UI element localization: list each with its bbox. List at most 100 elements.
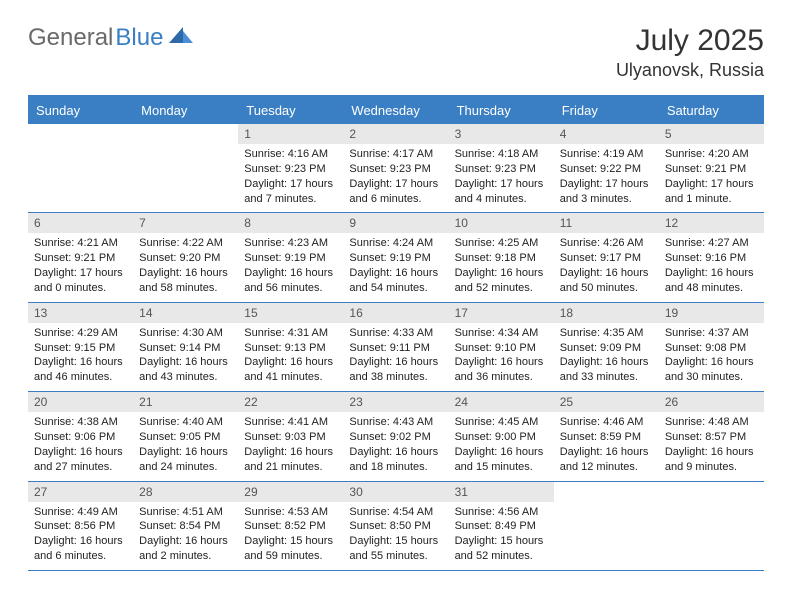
sunrise-text: Sunrise: 4:49 AM — [34, 505, 127, 520]
page: GeneralBlue July 2025 Ulyanovsk, Russia … — [0, 0, 792, 595]
day-body: Sunrise: 4:53 AMSunset: 8:52 PMDaylight:… — [238, 502, 343, 570]
day-number: 10 — [449, 213, 554, 233]
day-number: 15 — [238, 303, 343, 323]
day-body: Sunrise: 4:33 AMSunset: 9:11 PMDaylight:… — [343, 323, 448, 391]
day-body: Sunrise: 4:19 AMSunset: 9:22 PMDaylight:… — [554, 144, 659, 212]
daylight-text: Daylight: 16 hours and 48 minutes. — [665, 266, 758, 296]
sunset-text: Sunset: 9:21 PM — [665, 162, 758, 177]
day-body — [28, 130, 133, 139]
day-number: 4 — [554, 124, 659, 144]
sunset-text: Sunset: 9:14 PM — [139, 341, 232, 356]
daylight-text: Daylight: 17 hours and 1 minute. — [665, 177, 758, 207]
daylight-text: Daylight: 17 hours and 0 minutes. — [34, 266, 127, 296]
sunset-text: Sunset: 9:19 PM — [349, 251, 442, 266]
sunset-text: Sunset: 8:50 PM — [349, 519, 442, 534]
day-body — [554, 488, 659, 497]
day-number: 21 — [133, 392, 238, 412]
sunrise-text: Sunrise: 4:48 AM — [665, 415, 758, 430]
day-number: 1 — [238, 124, 343, 144]
daylight-text: Daylight: 16 hours and 43 minutes. — [139, 355, 232, 385]
daylight-text: Daylight: 16 hours and 52 minutes. — [455, 266, 548, 296]
day-body: Sunrise: 4:16 AMSunset: 9:23 PMDaylight:… — [238, 144, 343, 212]
day-body: Sunrise: 4:22 AMSunset: 9:20 PMDaylight:… — [133, 233, 238, 301]
daylight-text: Daylight: 16 hours and 54 minutes. — [349, 266, 442, 296]
day-body: Sunrise: 4:25 AMSunset: 9:18 PMDaylight:… — [449, 233, 554, 301]
sunrise-text: Sunrise: 4:54 AM — [349, 505, 442, 520]
sunrise-text: Sunrise: 4:23 AM — [244, 236, 337, 251]
day-body: Sunrise: 4:18 AMSunset: 9:23 PMDaylight:… — [449, 144, 554, 212]
week-row: 13Sunrise: 4:29 AMSunset: 9:15 PMDayligh… — [28, 303, 764, 392]
sunrise-text: Sunrise: 4:19 AM — [560, 147, 653, 162]
sunset-text: Sunset: 9:23 PM — [455, 162, 548, 177]
day-cell: 30Sunrise: 4:54 AMSunset: 8:50 PMDayligh… — [343, 482, 448, 570]
sunset-text: Sunset: 9:13 PM — [244, 341, 337, 356]
sunset-text: Sunset: 9:05 PM — [139, 430, 232, 445]
daylight-text: Daylight: 16 hours and 38 minutes. — [349, 355, 442, 385]
calendar: Sunday Monday Tuesday Wednesday Thursday… — [28, 95, 764, 571]
day-body: Sunrise: 4:45 AMSunset: 9:00 PMDaylight:… — [449, 412, 554, 480]
day-cell: 12Sunrise: 4:27 AMSunset: 9:16 PMDayligh… — [659, 213, 764, 301]
sunrise-text: Sunrise: 4:51 AM — [139, 505, 232, 520]
sunrise-text: Sunrise: 4:20 AM — [665, 147, 758, 162]
sunrise-text: Sunrise: 4:21 AM — [34, 236, 127, 251]
dow-monday: Monday — [133, 97, 238, 124]
daylight-text: Daylight: 16 hours and 9 minutes. — [665, 445, 758, 475]
day-cell: 18Sunrise: 4:35 AMSunset: 9:09 PMDayligh… — [554, 303, 659, 391]
daylight-text: Daylight: 16 hours and 27 minutes. — [34, 445, 127, 475]
sunrise-text: Sunrise: 4:16 AM — [244, 147, 337, 162]
daylight-text: Daylight: 17 hours and 6 minutes. — [349, 177, 442, 207]
day-cell: 21Sunrise: 4:40 AMSunset: 9:05 PMDayligh… — [133, 392, 238, 480]
day-body: Sunrise: 4:26 AMSunset: 9:17 PMDaylight:… — [554, 233, 659, 301]
day-number: 3 — [449, 124, 554, 144]
day-body: Sunrise: 4:54 AMSunset: 8:50 PMDaylight:… — [343, 502, 448, 570]
day-body: Sunrise: 4:30 AMSunset: 9:14 PMDaylight:… — [133, 323, 238, 391]
sunrise-text: Sunrise: 4:33 AM — [349, 326, 442, 341]
dow-friday: Friday — [554, 97, 659, 124]
sunset-text: Sunset: 9:17 PM — [560, 251, 653, 266]
sunrise-text: Sunrise: 4:35 AM — [560, 326, 653, 341]
sunrise-text: Sunrise: 4:27 AM — [665, 236, 758, 251]
daylight-text: Daylight: 16 hours and 36 minutes. — [455, 355, 548, 385]
day-cell: 3Sunrise: 4:18 AMSunset: 9:23 PMDaylight… — [449, 124, 554, 212]
day-body: Sunrise: 4:21 AMSunset: 9:21 PMDaylight:… — [28, 233, 133, 301]
day-number: 6 — [28, 213, 133, 233]
day-cell: 8Sunrise: 4:23 AMSunset: 9:19 PMDaylight… — [238, 213, 343, 301]
day-cell: 15Sunrise: 4:31 AMSunset: 9:13 PMDayligh… — [238, 303, 343, 391]
daylight-text: Daylight: 16 hours and 58 minutes. — [139, 266, 232, 296]
day-body: Sunrise: 4:38 AMSunset: 9:06 PMDaylight:… — [28, 412, 133, 480]
location: Ulyanovsk, Russia — [616, 60, 764, 81]
day-cell: 5Sunrise: 4:20 AMSunset: 9:21 PMDaylight… — [659, 124, 764, 212]
sunrise-text: Sunrise: 4:24 AM — [349, 236, 442, 251]
daylight-text: Daylight: 16 hours and 30 minutes. — [665, 355, 758, 385]
day-number: 27 — [28, 482, 133, 502]
sunrise-text: Sunrise: 4:38 AM — [34, 415, 127, 430]
day-number: 16 — [343, 303, 448, 323]
day-cell: 2Sunrise: 4:17 AMSunset: 9:23 PMDaylight… — [343, 124, 448, 212]
daylight-text: Daylight: 16 hours and 41 minutes. — [244, 355, 337, 385]
day-number: 2 — [343, 124, 448, 144]
daylight-text: Daylight: 16 hours and 12 minutes. — [560, 445, 653, 475]
day-number: 13 — [28, 303, 133, 323]
dow-saturday: Saturday — [659, 97, 764, 124]
sunset-text: Sunset: 8:54 PM — [139, 519, 232, 534]
day-body: Sunrise: 4:23 AMSunset: 9:19 PMDaylight:… — [238, 233, 343, 301]
day-number: 23 — [343, 392, 448, 412]
day-empty — [659, 482, 764, 570]
brand-logo: GeneralBlue — [28, 24, 195, 52]
day-body: Sunrise: 4:51 AMSunset: 8:54 PMDaylight:… — [133, 502, 238, 570]
day-number: 29 — [238, 482, 343, 502]
day-number: 24 — [449, 392, 554, 412]
sunrise-text: Sunrise: 4:22 AM — [139, 236, 232, 251]
daylight-text: Daylight: 15 hours and 52 minutes. — [455, 534, 548, 564]
day-empty — [133, 124, 238, 212]
sunset-text: Sunset: 9:10 PM — [455, 341, 548, 356]
sunset-text: Sunset: 9:03 PM — [244, 430, 337, 445]
day-body: Sunrise: 4:48 AMSunset: 8:57 PMDaylight:… — [659, 412, 764, 480]
sunset-text: Sunset: 8:59 PM — [560, 430, 653, 445]
day-body: Sunrise: 4:20 AMSunset: 9:21 PMDaylight:… — [659, 144, 764, 212]
day-body: Sunrise: 4:37 AMSunset: 9:08 PMDaylight:… — [659, 323, 764, 391]
sunset-text: Sunset: 9:22 PM — [560, 162, 653, 177]
day-number: 22 — [238, 392, 343, 412]
week-row: 6Sunrise: 4:21 AMSunset: 9:21 PMDaylight… — [28, 213, 764, 302]
sunset-text: Sunset: 8:56 PM — [34, 519, 127, 534]
